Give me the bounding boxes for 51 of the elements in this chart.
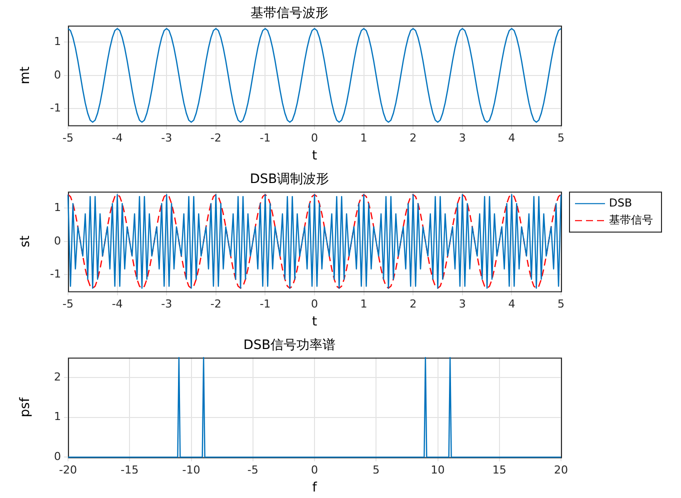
x-tick-label: 3	[458, 298, 466, 311]
x-tick-label: -3	[161, 298, 172, 311]
x-tick-label: -2	[210, 298, 222, 311]
y-axis-title: st	[18, 235, 34, 248]
x-tick-label: 0	[311, 132, 318, 145]
x-tick-label: 2	[410, 298, 417, 311]
x-tick-label: 4	[508, 132, 516, 145]
x-tick-label: 15	[492, 464, 506, 477]
x-tick-label: 5	[558, 132, 564, 145]
chart-title: DSB信号功率谱	[243, 337, 336, 354]
x-tick-label: 4	[508, 298, 516, 311]
x-tick-label: -5	[247, 464, 258, 477]
x-tick-label: -2	[210, 132, 222, 145]
x-tick-label: 3	[458, 132, 466, 145]
x-tick-label: 10	[430, 464, 445, 477]
x-tick-label: 20	[554, 464, 568, 477]
x-axis-title: f	[312, 480, 318, 496]
x-tick-label: -5	[62, 298, 74, 311]
chart-title: 基带信号波形	[250, 6, 328, 22]
x-tick-label: -20	[59, 464, 77, 477]
x-tick-label: -5	[62, 132, 74, 145]
y-tick-label: 2	[54, 370, 61, 384]
x-tick-label: 0	[311, 298, 318, 311]
chart-title: DSB调制波形	[250, 172, 330, 188]
y-tick-label: 0	[54, 450, 61, 464]
y-tick-label: 1	[54, 201, 61, 214]
x-tick-label: 2	[410, 132, 417, 145]
y-tick-label: -1	[50, 267, 61, 280]
y-tick-label: -1	[50, 101, 61, 114]
x-tick-label: 5	[372, 464, 380, 477]
x-tick-label: 1	[360, 132, 368, 145]
x-axis-title: t	[312, 314, 318, 330]
y-tick-label: 1	[54, 35, 61, 48]
x-tick-label: 0	[311, 464, 318, 477]
x-axis-title: t	[312, 148, 318, 164]
x-tick-label: -4	[112, 132, 123, 145]
x-tick-label: -4	[112, 298, 123, 311]
x-tick-label: -15	[120, 464, 139, 477]
x-tick-label: 1	[360, 298, 368, 311]
x-tick-label: 5	[558, 298, 564, 311]
y-axis-title: mt	[18, 66, 34, 84]
legend-label: 基带信号	[609, 213, 653, 226]
x-tick-label: -1	[260, 298, 271, 311]
x-tick-label: -10	[182, 464, 200, 477]
y-tick-label: 1	[54, 410, 61, 424]
y-tick-label: 0	[54, 68, 61, 82]
y-tick-label: 0	[54, 234, 61, 248]
x-tick-label: -1	[260, 132, 271, 145]
legend-label: DSB	[609, 196, 632, 210]
x-tick-label: -3	[161, 132, 172, 145]
y-axis-title: psf	[18, 397, 34, 418]
